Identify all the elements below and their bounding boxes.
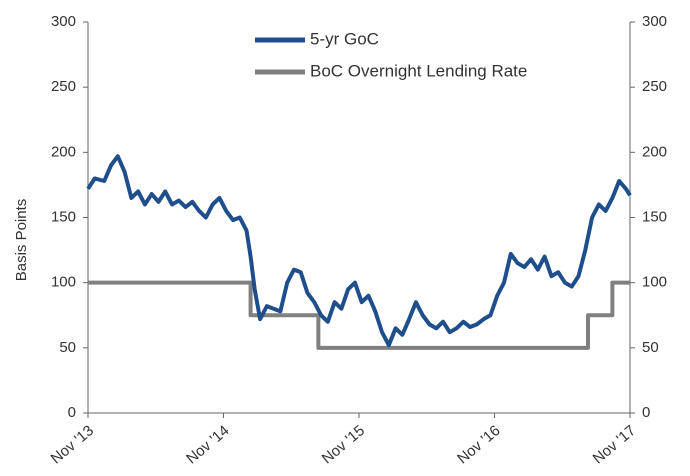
y-tick-label: 150 [51,208,76,225]
y-tick-label: 300 [51,13,76,30]
x-tick-label: Nov '15 [319,422,369,467]
y2-tick-label: 50 [642,339,659,356]
y-tick-label: 200 [51,143,76,160]
legend-label: BoC Overnight Lending Rate [310,61,527,80]
x-tick-label: Nov '13 [48,422,98,467]
y-axis-label: Basis Points [13,199,30,282]
y2-tick-label: 250 [642,78,667,95]
y-tick-label: 50 [59,339,76,356]
x-tick-label: Nov '17 [590,422,640,467]
y2-tick-label: 150 [642,208,667,225]
x-tick-label: Nov '16 [454,422,504,467]
y-tick-label: 250 [51,78,76,95]
series-line [88,280,630,350]
legend-label: 5-yr GoC [310,29,379,48]
series-line [86,154,632,348]
y2-tick-label: 300 [642,13,667,30]
y2-tick-label: 100 [642,274,667,291]
y2-tick-label: 200 [642,143,667,160]
y-tick-label: 100 [51,274,76,291]
y-tick-label: 0 [68,404,76,421]
y2-tick-label: 0 [642,404,650,421]
x-tick-label: Nov '14 [183,422,233,467]
